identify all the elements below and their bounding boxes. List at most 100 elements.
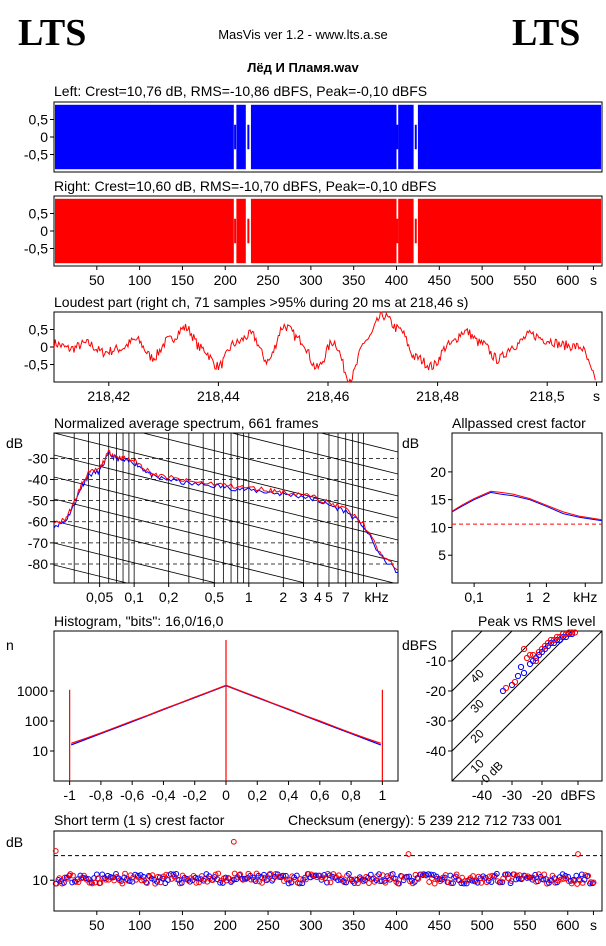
allpassed-crest-xtick-label: 0,1 — [464, 589, 484, 605]
short-term-point-left — [576, 876, 582, 883]
peak-rms-title: Peak vs RMS level — [478, 613, 595, 629]
short-term-point-left — [222, 874, 229, 881]
spectrum-ylabel: dB — [6, 435, 23, 451]
average-spectrum-ytick-label: -50 — [28, 493, 48, 509]
short-term-point-left — [513, 876, 519, 883]
short-term-point-right — [119, 880, 126, 887]
peak-rms-point — [565, 629, 573, 636]
average-spectrum-ytick-label: -80 — [28, 556, 48, 572]
short-term-point-left — [340, 878, 347, 884]
peak-rms-point — [568, 629, 576, 636]
loudest-part-ytick-label: 0,5 — [29, 322, 49, 338]
short-term-outlier — [575, 851, 581, 857]
histogram-xtick-label: 0,8 — [341, 787, 361, 803]
short-term-outlier — [52, 848, 59, 854]
peak-vs-rms-xtick-label: -40 — [472, 787, 492, 803]
spectrum-series-line — [53, 448, 399, 571]
short-term-point-left — [230, 876, 237, 883]
right-waveform-title: Right: Crest=10,60 dB, RMS=-10,70 dBFS, … — [54, 178, 436, 194]
short-term-point-right — [94, 875, 101, 882]
allpassed-crest-xtick-label: 1 — [526, 589, 534, 605]
right-waveform-xtick-label: 150 — [171, 272, 195, 288]
peak-rms-diagonal — [452, 631, 573, 752]
short-term-point-left — [488, 879, 495, 885]
short-term-point-right — [122, 870, 128, 877]
left-waveform-ytick-label: 0,5 — [29, 112, 49, 128]
average-spectrum-xtick-label: 2 — [279, 589, 287, 605]
average-spectrum-xtick-label: 3 — [300, 589, 308, 605]
peak-vs-rms-ytick-label: -30 — [426, 713, 446, 729]
short-term-crest-xtick-label: 350 — [342, 917, 366, 933]
peak-rms-point — [571, 629, 579, 636]
short-term-point-left — [392, 875, 399, 882]
spectrum-title: Normalized average spectrum, 661 frames — [54, 415, 319, 431]
peak-rms-point — [511, 678, 519, 686]
loudest-part-title: Loudest part (right ch, 71 samples >95% … — [54, 294, 468, 310]
short-term-point-right — [303, 876, 309, 883]
average-spectrum-xtick-label: 4 — [314, 589, 322, 605]
peak-rms-point — [514, 672, 522, 680]
spectrum-slope-line — [54, 454, 398, 541]
short-term-point-right — [541, 871, 548, 878]
short-term-point-left — [162, 880, 169, 887]
left-waveform-gap-signal — [234, 124, 237, 150]
short-term-point-left — [214, 876, 221, 883]
short-term-point-left — [461, 880, 467, 887]
peak-vs-rms-ytick-label: -20 — [426, 683, 446, 699]
right-waveform-xtick-label: 50 — [89, 272, 105, 288]
short-term-crest-xtick-label: 550 — [513, 917, 537, 933]
short-term-point-left — [463, 880, 470, 887]
short-term-point-right — [144, 880, 150, 886]
app-title: MasVis ver 1.2 - www.lts.a.se — [218, 27, 388, 42]
crest-ylabel: dB — [402, 435, 419, 451]
peak-rms-point — [538, 645, 546, 653]
loudest-part-ytick-label: 0 — [40, 339, 48, 355]
short-term-point-left — [409, 877, 415, 884]
right-waveform-xtick-label: 250 — [256, 272, 280, 288]
peak-rms-point — [532, 657, 540, 665]
loudest-part-ytick-label: -0,5 — [24, 357, 48, 373]
allpassed-crest-ytick-label: 15 — [430, 492, 446, 508]
peak-rms-point — [559, 630, 567, 638]
short-term-point-right — [215, 870, 222, 877]
histogram-xtick-label: 0,2 — [248, 787, 268, 803]
short-term-point-left — [570, 876, 577, 883]
allpassed-crest-xtick-label: kHz — [573, 589, 597, 605]
average-spectrum-xtick-label: 0,5 — [205, 589, 225, 605]
left-waveform-segment — [398, 104, 414, 170]
peak-rms-diagonal-label: 30 — [467, 696, 487, 716]
peak-vs-rms-frame — [451, 630, 603, 782]
right-waveform-segment — [250, 198, 397, 264]
average-spectrum-ytick-label: -40 — [28, 471, 48, 487]
average-spectrum-xtick-label: 0,2 — [159, 589, 179, 605]
short-term-point-left — [518, 876, 525, 883]
short-term-point-right — [503, 871, 509, 878]
spectrum-slope-line — [54, 564, 129, 583]
loudest-part-xtick-label: 218,5 — [530, 388, 565, 404]
short-term-crest-xtick-label: 500 — [470, 917, 494, 933]
short-term-point-left — [263, 877, 270, 884]
short-term-point-left — [206, 873, 213, 880]
short-term-point-left — [126, 878, 133, 884]
short-term-point-left — [578, 871, 585, 878]
short-term-point-left — [472, 878, 478, 885]
right-waveform-xtick-label: 500 — [470, 272, 494, 288]
spectrum-series-line — [53, 450, 399, 574]
peak-vs-rms-ytick-label: -10 — [426, 653, 446, 669]
logo-left: LTS — [18, 12, 86, 54]
short-term-point-left — [474, 879, 481, 886]
right-waveform-ytick-label: -0,5 — [24, 241, 48, 257]
short-term-point-right — [70, 872, 76, 879]
crest-series-line — [451, 490, 603, 521]
short-term-point-left — [562, 872, 569, 879]
short-term-point-left — [293, 872, 300, 879]
short-term-title: Short term (1 s) crest factor — [54, 812, 225, 828]
right-waveform-xtick-label: 450 — [428, 272, 452, 288]
loudest-part-xtick-label: 218,42 — [87, 388, 130, 404]
short-term-point-left — [74, 876, 81, 883]
average-spectrum-xtick-label: 0,05 — [86, 589, 113, 605]
file-name: Лёд И Пламя.wav — [247, 60, 359, 75]
short-term-point-left — [310, 873, 317, 880]
short-term-point-right — [75, 879, 82, 885]
short-term-point-left — [110, 874, 117, 881]
